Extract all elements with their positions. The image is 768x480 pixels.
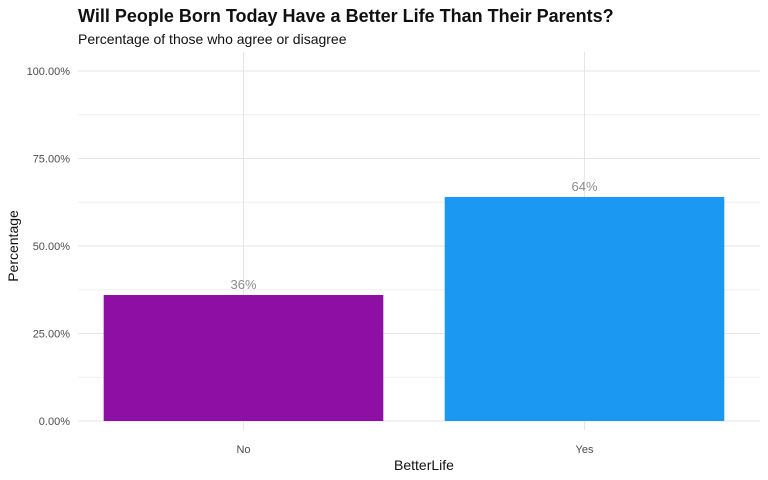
y-tick-label: 100.00% [27, 66, 71, 78]
data-label-yes: 64% [571, 179, 597, 194]
x-axis-ticks: No Yes [236, 444, 593, 456]
y-axis-ticks: 0.00% 25.00% 50.00% 75.00% 100.00% [27, 66, 71, 428]
x-tick-label: Yes [576, 444, 594, 456]
y-tick-label: 50.00% [33, 241, 71, 253]
bars [103, 197, 725, 421]
chart-subtitle: Percentage of those who agree or disagre… [78, 31, 347, 47]
chart-title: Will People Born Today Have a Better Lif… [78, 6, 614, 26]
y-tick-label: 75.00% [33, 154, 71, 166]
data-labels: 36% 64% [230, 179, 597, 292]
x-axis-title: BetterLife [394, 457, 454, 473]
x-tick-label: No [236, 444, 250, 456]
bar-yes [444, 197, 725, 421]
y-tick-label: 25.00% [33, 329, 71, 341]
data-label-no: 36% [230, 277, 256, 292]
bar-no [103, 295, 384, 421]
y-tick-label: 0.00% [39, 416, 70, 428]
y-axis-title: Percentage [5, 210, 21, 282]
